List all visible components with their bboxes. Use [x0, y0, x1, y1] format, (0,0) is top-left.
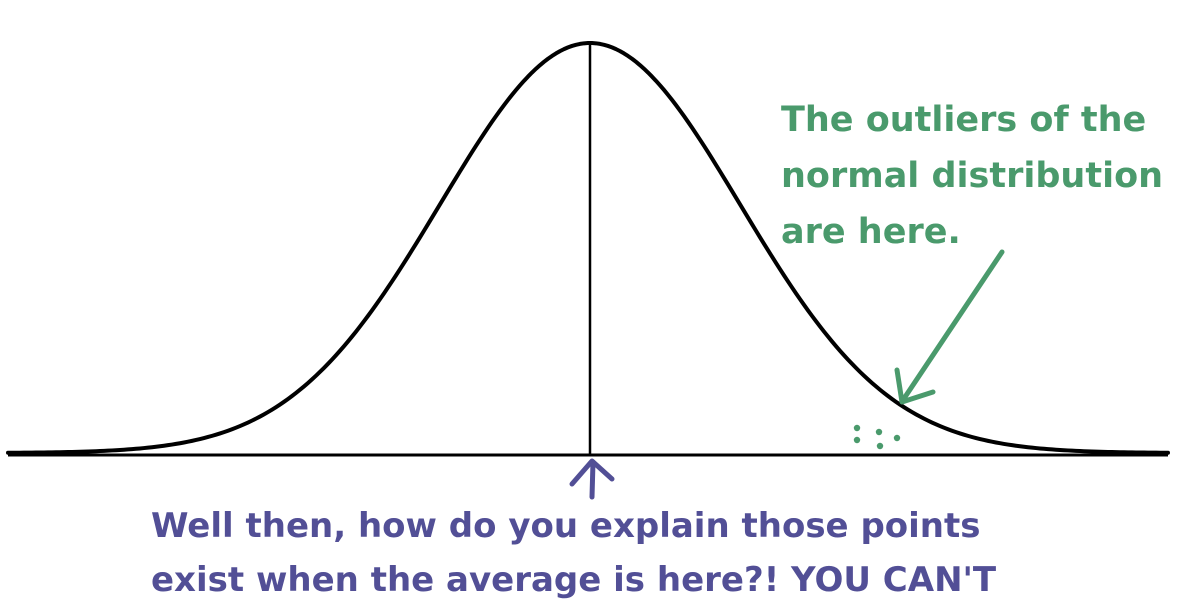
outliers-annotation-line: The outliers of the	[781, 100, 1147, 140]
outlier-point	[875, 428, 883, 436]
outlier-point	[853, 424, 861, 432]
outlier-point	[853, 436, 861, 444]
outliers-annotation: The outliers of the normal distribution …	[781, 92, 1173, 260]
outlier-point	[893, 434, 901, 442]
average-annotation: Well then, how do you explain those poin…	[151, 499, 1151, 607]
mean-arrow-icon	[569, 458, 615, 500]
average-annotation-line: Well then, how do you explain those poin…	[151, 506, 981, 546]
average-annotation-line: exist when the average is here?! YOU CAN…	[151, 560, 997, 600]
outlier-arrow-icon	[894, 249, 1005, 405]
outlier-points	[853, 424, 901, 450]
outliers-annotation-line: normal distribution	[781, 156, 1164, 196]
outliers-annotation-line: are here.	[781, 212, 961, 252]
bell-curve	[6, 41, 1170, 455]
outlier-point	[876, 442, 884, 450]
